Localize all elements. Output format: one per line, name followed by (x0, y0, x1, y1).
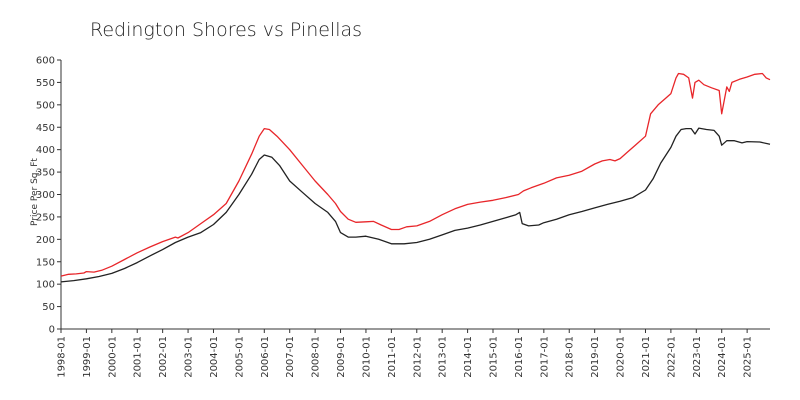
x-tick-label: 2022-01 (666, 336, 677, 378)
x-tick-label: 2001-01 (133, 336, 144, 378)
x-axis-ticks: 1998-01 1999-01 2000-01 2001-01 2002-01 2003-… (57, 329, 754, 378)
x-tick-label: 2003-01 (184, 336, 195, 378)
x-tick-label: 2011-01 (387, 336, 398, 378)
y-axis-ticks: 0 50 100 150 200 250 300 350 400 450 500 550 600 (36, 56, 61, 336)
y-tick-label: 550 (36, 78, 55, 89)
x-tick-label: 2023-01 (692, 336, 703, 378)
x-tick-label: 2004-01 (209, 336, 220, 378)
x-tick-label: 2006-01 (260, 336, 271, 378)
y-tick-label: 250 (36, 212, 55, 223)
x-tick-label: 2025-01 (743, 336, 754, 378)
x-tick-label: 2020-01 (616, 336, 627, 378)
x-tick-label: 1998-01 (57, 336, 68, 378)
y-tick-label: 0 (49, 325, 55, 336)
y-tick-label: 150 (36, 257, 55, 268)
series-lines (60, 72, 771, 283)
y-tick-label: 100 (36, 280, 55, 291)
y-tick-label: 300 (36, 190, 55, 201)
chart-title: Redington Shores vs Pinellas (90, 19, 362, 41)
x-tick-label: 1999-01 (82, 336, 93, 378)
y-tick-label: 400 (36, 145, 55, 156)
x-tick-label: 2002-01 (158, 336, 169, 378)
x-tick-label: 2007-01 (285, 336, 296, 378)
x-tick-label: 2008-01 (311, 336, 322, 378)
x-tick-label: 2019-01 (590, 336, 601, 378)
y-tick-label: 450 (36, 123, 55, 134)
y-tick-label: 200 (36, 235, 55, 246)
series-line-pinellas (60, 127, 771, 283)
x-tick-label: 2000-01 (107, 336, 118, 378)
x-tick-label: 2009-01 (336, 336, 347, 378)
x-tick-label: 2024-01 (717, 336, 728, 378)
y-axis-label: Price Per Sq. Ft (30, 158, 40, 226)
y-tick-label: 500 (36, 100, 55, 111)
x-tick-label: 2021-01 (641, 336, 652, 378)
x-tick-label: 2016-01 (514, 336, 525, 378)
y-tick-label: 600 (36, 56, 55, 67)
x-tick-label: 2005-01 (234, 336, 245, 378)
x-tick-label: 2014-01 (463, 336, 474, 378)
x-tick-label: 2013-01 (438, 336, 449, 378)
x-tick-label: 2015-01 (489, 336, 500, 378)
series-line-redington-shores (60, 72, 771, 277)
x-tick-label: 2010-01 (361, 336, 372, 378)
x-tick-label: 2012-01 (412, 336, 423, 378)
y-tick-label: 350 (36, 168, 55, 179)
x-tick-label: 2018-01 (565, 336, 576, 378)
x-tick-label: 2017-01 (539, 336, 550, 378)
y-tick-label: 50 (42, 302, 55, 313)
